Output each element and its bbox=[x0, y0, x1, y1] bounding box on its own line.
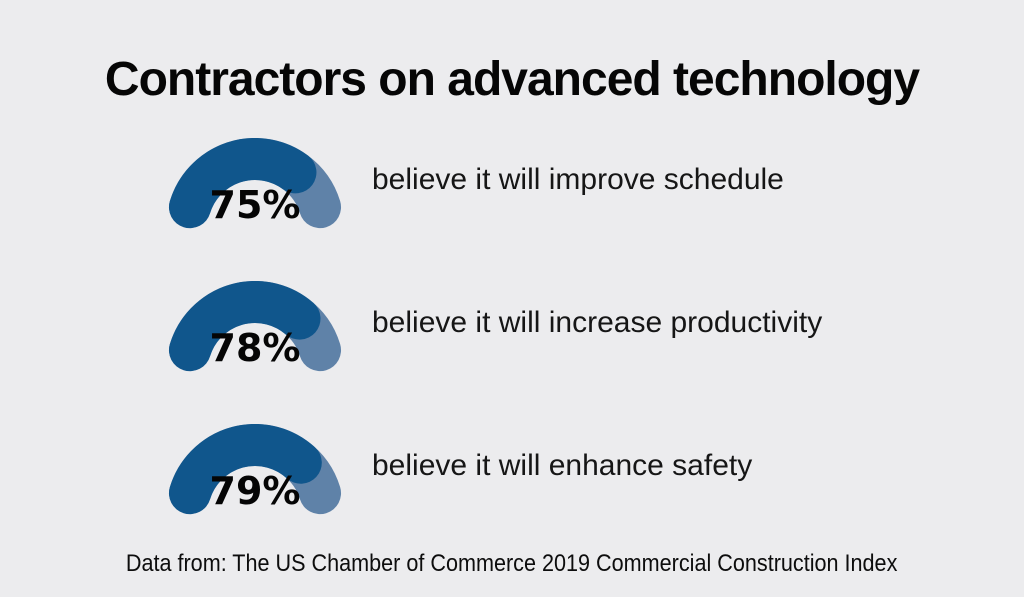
source-note-text: Data from: The US Chamber of Commerce 20… bbox=[126, 550, 898, 577]
gauge-arc-enhance-safety bbox=[168, 424, 342, 515]
gauge-row-improve-schedule: 75% believe it will improve schedule bbox=[0, 138, 1024, 258]
percent-label: 75% bbox=[209, 183, 301, 227]
gauge-chart-enhance-safety: 79% bbox=[160, 424, 350, 536]
gauge-arc-improve-schedule bbox=[168, 138, 342, 229]
gauge-chart-increase-productivity: 78% bbox=[160, 281, 350, 393]
gauge-row-enhance-safety: 79% believe it will enhance safety bbox=[0, 424, 1024, 544]
gauge-fill bbox=[168, 281, 321, 372]
page-title: Contractors on advanced technology bbox=[104, 53, 920, 106]
percent-label: 78% bbox=[209, 326, 301, 370]
gauge-fill bbox=[168, 138, 317, 229]
source-note: Data from: The US Chamber of Commerce 20… bbox=[0, 549, 1024, 579]
percent-label: 79% bbox=[209, 469, 301, 513]
row-description: believe it will increase productivity bbox=[372, 306, 823, 339]
gauge-arc-increase-productivity bbox=[168, 281, 342, 372]
gauge-fill bbox=[168, 424, 322, 515]
gauge-chart-improve-schedule: 75% bbox=[160, 138, 350, 250]
row-description: believe it will improve schedule bbox=[372, 163, 784, 196]
row-description: believe it will enhance safety bbox=[372, 449, 753, 482]
gauge-row-increase-productivity: 78% believe it will increase productivit… bbox=[0, 281, 1024, 401]
